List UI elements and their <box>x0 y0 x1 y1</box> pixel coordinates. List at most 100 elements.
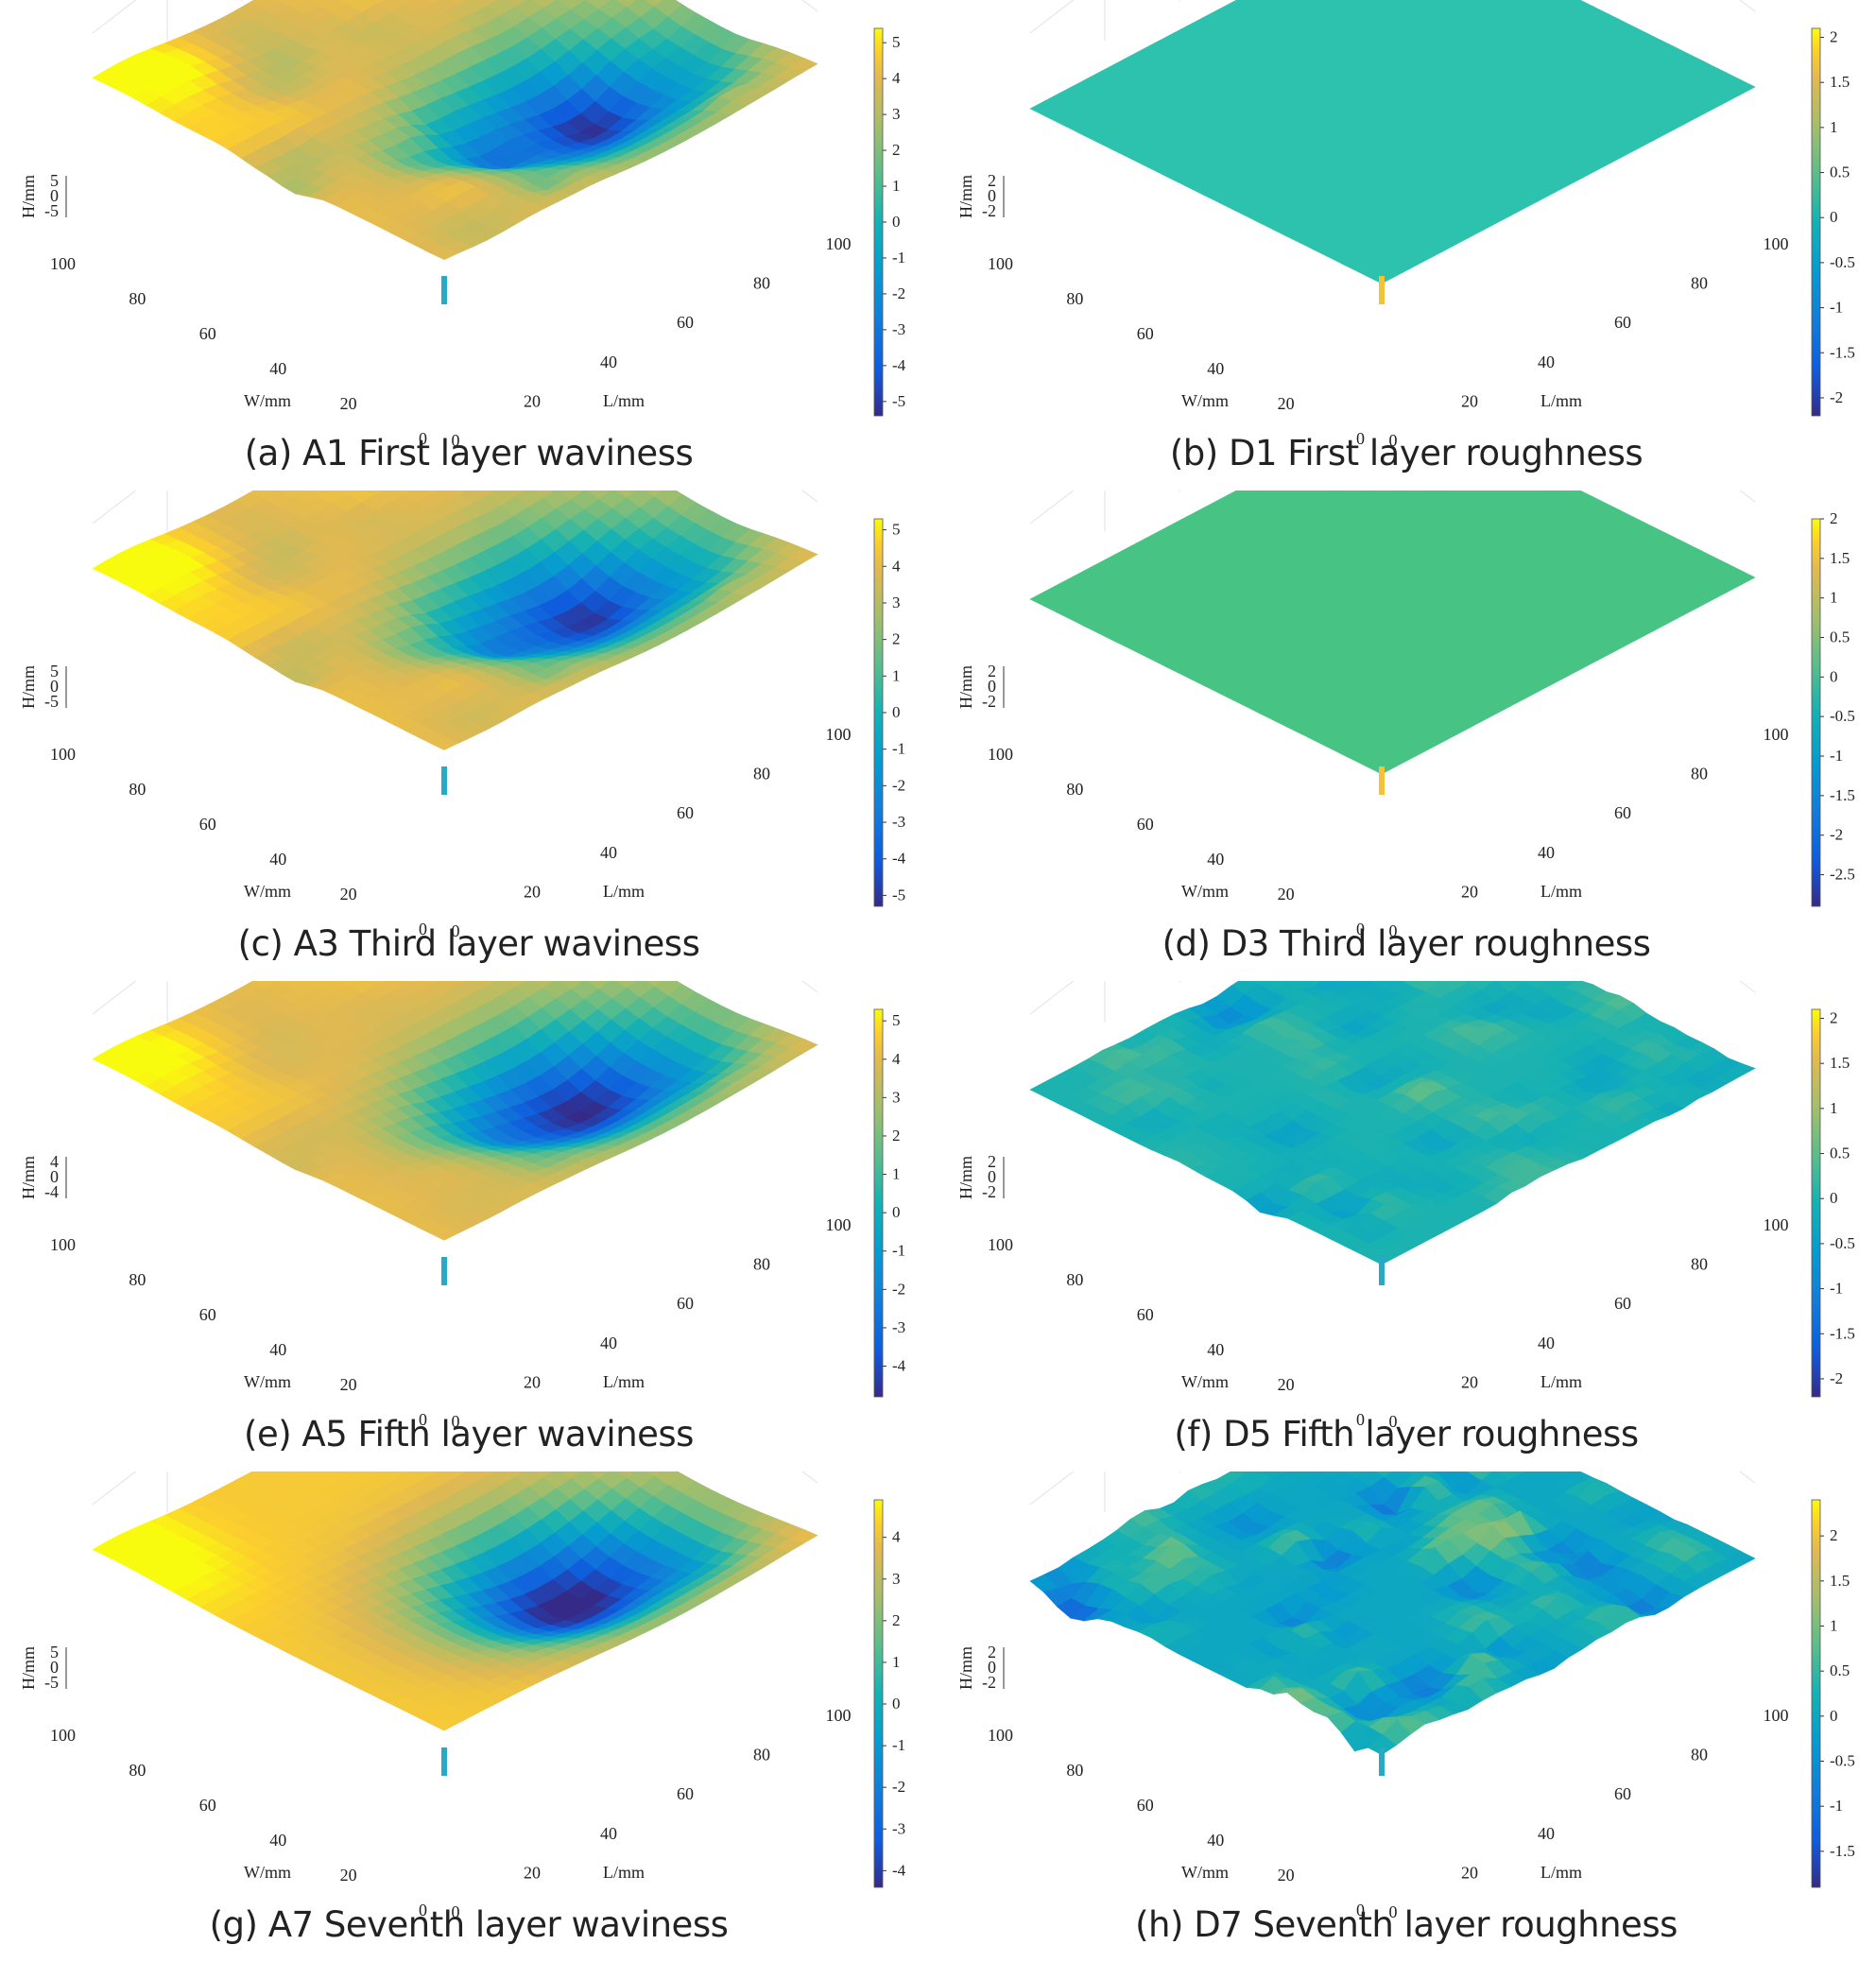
colorbar-tick: 2 <box>1830 509 1838 527</box>
surface-plot: 020406080100020406080100L/mmW/mm20-2H/mm… <box>956 1472 1855 1921</box>
xtick-label: 80 <box>753 274 770 293</box>
xtick-label: 20 <box>524 882 541 901</box>
ytick-label: 0 <box>419 920 427 938</box>
colorbar-tick: -1.5 <box>1830 1324 1855 1342</box>
caption: (e) A5 Fifth layer waviness <box>0 1414 938 1454</box>
ytick-label: 0 <box>1356 1901 1365 1919</box>
ztick-label: 2 <box>988 171 996 190</box>
colorbar-tick: 0.5 <box>1830 628 1850 646</box>
colorbar-tick: 5 <box>892 33 901 51</box>
colorbar-tick: 1 <box>892 1653 901 1671</box>
colorbar-tick: -2 <box>892 1280 905 1298</box>
caption-label: (b) <box>1169 433 1229 473</box>
colorbar-tick: 2 <box>1830 1009 1838 1027</box>
xtick-label: 80 <box>1691 274 1708 293</box>
xtick-label: 60 <box>1614 803 1631 822</box>
colorbar-tick: 1.5 <box>1830 1054 1850 1072</box>
ytick-label: 0 <box>419 429 427 448</box>
colorbar-tick: -2 <box>892 284 905 302</box>
colorbar-tick: -4 <box>892 1357 906 1375</box>
colorbar: 5 4 3 2 1 0 -1 -2 -3 -4 <box>873 1008 906 1398</box>
panel-b: 0 20 40 60 80 100 0 20 40 60 80 100 L/mm W/mm 2 0 -2 H/mm… <box>938 0 1875 491</box>
colorbar-tick: 2 <box>892 141 901 159</box>
ztick-label: 5 <box>50 662 59 680</box>
edge-spike <box>441 766 447 795</box>
axes-box <box>1029 491 1756 532</box>
colorbar-gradient <box>1811 518 1821 907</box>
ytick-label: 100 <box>988 254 1013 273</box>
ztick-label: 2 <box>988 1152 996 1171</box>
colorbar-tick: -2 <box>1830 1369 1843 1387</box>
xtick-label: 20 <box>524 1863 541 1882</box>
xtick-label: 40 <box>600 353 617 371</box>
ytick-label: 60 <box>1137 324 1154 343</box>
xtick-label: 0 <box>1389 1902 1398 1921</box>
panel-c: 0 20 40 60 80 100 0 20 40 60 80 100 L/mm W/mm 5 0 -5 H/mm… <box>0 491 938 981</box>
colorbar-tick: -3 <box>892 813 905 831</box>
caption-text: A5 Fifth layer waviness <box>301 1414 694 1454</box>
axes-box <box>1029 1472 1756 1513</box>
ytick-label: 20 <box>1278 1375 1295 1394</box>
colorbar-tick: 1 <box>1830 118 1838 136</box>
panel-a: 0 20 40 60 80 100 0 20 40 60 80 100 L/mm W/mm 5 0 -5 H/mm… <box>0 0 938 491</box>
colorbar-tick: -5 <box>892 886 905 904</box>
ztick-label: -2 <box>982 1182 996 1201</box>
ytick-label: 40 <box>269 1831 286 1850</box>
colorbar-tick: -2 <box>892 1778 905 1796</box>
ytick-label: 100 <box>50 745 76 764</box>
ztick-label: 0 <box>50 186 59 205</box>
xtick-label: 100 <box>826 1706 852 1725</box>
ytick-label: 20 <box>340 394 357 413</box>
caption: (g) A7 Seventh layer waviness <box>0 1904 938 1945</box>
colorbar-tick: -2 <box>1830 826 1843 844</box>
ztick-label: -2 <box>982 1673 996 1692</box>
edge-spike <box>1379 1747 1385 1776</box>
xtick-label: 0 <box>452 1412 460 1431</box>
xtick-label: 80 <box>753 1746 770 1764</box>
surface-plot: 020406080100020406080100L/mmW/mm20-2H/mm… <box>956 491 1855 940</box>
xtick-label: 60 <box>1614 1294 1631 1313</box>
colorbar-tick: 3 <box>892 105 901 123</box>
ztick-label: 0 <box>50 1167 59 1186</box>
colorbar-tick: 0.5 <box>1830 164 1850 181</box>
ytick-label: 80 <box>1066 780 1083 799</box>
colorbar-tick: 0.5 <box>1830 1144 1850 1162</box>
ztick-label: -4 <box>44 1182 59 1201</box>
caption-label: (a) <box>244 433 303 473</box>
caption: (d) D3 Third layer roughness <box>938 923 1875 964</box>
colorbar-tick: -0.5 <box>1830 253 1855 271</box>
caption: (f) D5 Fifth layer roughness <box>938 1414 1875 1454</box>
zlabel: H/mm <box>19 175 38 218</box>
surface <box>92 491 818 750</box>
xtick-label: 100 <box>1764 1215 1789 1234</box>
colorbar-tick: 1.5 <box>1830 1572 1850 1590</box>
axes-box <box>1029 981 1756 1023</box>
colorbar-tick: 3 <box>892 1088 901 1106</box>
ytick-label: 80 <box>1066 1761 1083 1780</box>
colorbar-tick: 0 <box>1830 1189 1838 1207</box>
xtick-label: 80 <box>1691 1255 1708 1274</box>
xtick-label: 0 <box>452 921 460 940</box>
colorbar: 2 1.5 1 0.5 0 -0.5 -1 -1.5 -2 <box>1811 28 1855 417</box>
ztick-label: 0 <box>988 186 996 205</box>
colorbar-gradient <box>873 518 884 907</box>
xtick-label: 0 <box>1389 921 1398 940</box>
colorbar-tick: -0.5 <box>1830 1752 1855 1770</box>
surface-plot: 020406080100020406080100L/mmW/mm50-5H/mm… <box>19 491 906 940</box>
ztick-label: -5 <box>44 201 59 220</box>
ytick-label: 40 <box>1207 359 1224 378</box>
surface <box>92 1472 818 1731</box>
ytick-label: 20 <box>1278 885 1295 904</box>
ytick-label: 20 <box>340 1866 357 1885</box>
ytick-label: 0 <box>1356 429 1365 448</box>
colorbar-tick: 1 <box>1830 1099 1838 1117</box>
ztick-label: -5 <box>44 1673 59 1692</box>
colorbar-tick: -4 <box>892 356 906 374</box>
ztick-label: 5 <box>50 1643 59 1661</box>
xtick-label: 100 <box>1764 725 1789 744</box>
edge-spike <box>1379 1257 1385 1285</box>
colorbar-tick: 4 <box>892 69 901 87</box>
colorbar-tick: 0 <box>1830 667 1838 685</box>
